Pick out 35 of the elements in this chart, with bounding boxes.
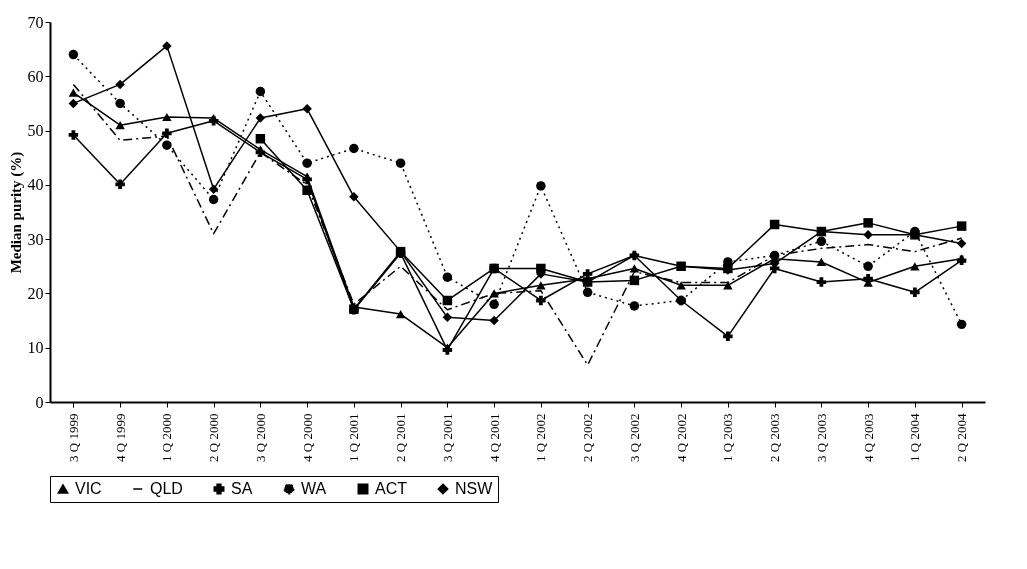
x-tick-label: 1 Q 2001 bbox=[346, 413, 362, 462]
legend-label: VIC bbox=[75, 480, 102, 497]
y-tick-label: 30 bbox=[27, 230, 44, 248]
y-tick-label: 70 bbox=[27, 13, 44, 31]
x-tick-label: 3 Q 2001 bbox=[439, 413, 455, 462]
x-tick-label: 4 Q 2000 bbox=[299, 413, 315, 462]
legend-label: NSW bbox=[455, 480, 494, 497]
legend-label: SA bbox=[231, 480, 253, 497]
x-tick-label: 2 Q 2001 bbox=[393, 413, 409, 462]
x-tick-label: 2 Q 2002 bbox=[580, 413, 596, 462]
y-tick-label: 20 bbox=[27, 284, 44, 302]
x-tick-label: 1 Q 2000 bbox=[159, 413, 175, 462]
x-tick-label: 4 Q 2001 bbox=[486, 413, 502, 462]
x-tick-label: 1 Q 2003 bbox=[720, 413, 736, 462]
x-tick-label: 4 Q 2002 bbox=[673, 413, 689, 462]
x-tick-label: 3 Q 2000 bbox=[252, 413, 268, 462]
x-tick-label: 4 Q 1999 bbox=[112, 413, 128, 462]
y-tick-label: 10 bbox=[27, 339, 44, 357]
x-tick-label: 3 Q 2002 bbox=[626, 413, 642, 462]
y-tick-label: 40 bbox=[27, 176, 44, 194]
x-tick-label: 4 Q 2003 bbox=[860, 413, 876, 462]
x-tick-label: 2 Q 2004 bbox=[954, 413, 970, 462]
x-tick-label: 1 Q 2004 bbox=[907, 413, 923, 462]
y-tick-label: 50 bbox=[27, 122, 44, 140]
y-tick-label: 60 bbox=[27, 67, 44, 85]
legend-label: QLD bbox=[150, 480, 183, 497]
y-tick-label: 0 bbox=[35, 393, 44, 411]
y-axis-title: Median purity (%) bbox=[7, 151, 25, 274]
legend-label: ACT bbox=[375, 480, 408, 497]
x-tick-label: 3 Q 1999 bbox=[65, 413, 81, 462]
x-tick-label: 1 Q 2002 bbox=[533, 413, 549, 462]
x-tick-label: 3 Q 2003 bbox=[813, 413, 829, 462]
x-tick-label: 2 Q 2000 bbox=[206, 413, 222, 462]
x-tick-label: 2 Q 2003 bbox=[767, 413, 783, 462]
legend-label: WA bbox=[301, 480, 327, 497]
